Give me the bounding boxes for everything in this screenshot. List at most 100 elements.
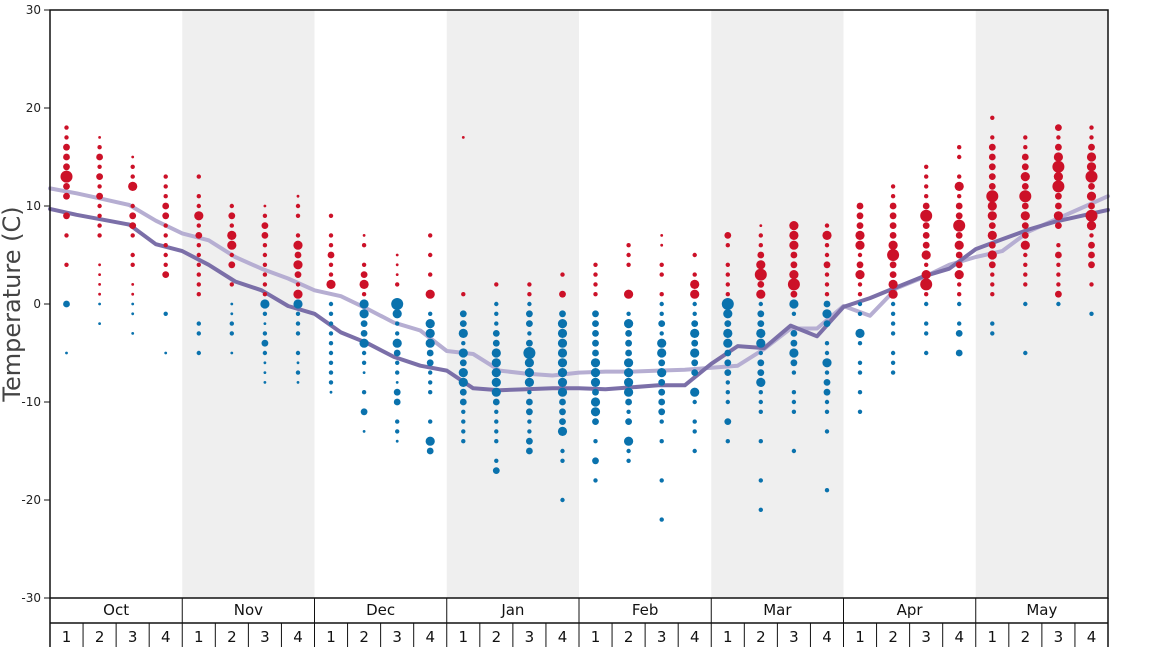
month-label: Apr: [897, 601, 924, 619]
temperature-dot: [557, 377, 568, 387]
temperature-dot: [824, 272, 830, 277]
temperature-dot: [856, 261, 864, 269]
temperature-dot: [1085, 170, 1098, 183]
temperature-dot: [163, 262, 168, 267]
temperature-dot: [955, 261, 963, 269]
temperature-dot: [626, 252, 631, 258]
temperature-dot: [130, 262, 135, 267]
temperature-dot: [557, 358, 568, 368]
temperature-dot: [326, 279, 336, 289]
temperature-dot: [459, 320, 467, 327]
temperature-dot: [262, 350, 268, 356]
temperature-dot: [459, 359, 467, 367]
temperature-dot: [824, 409, 830, 414]
temperature-dot: [754, 268, 767, 281]
temperature-dot: [692, 272, 697, 277]
temperature-dot: [857, 282, 863, 287]
temperature-dot: [757, 369, 765, 376]
temperature-dot: [955, 232, 963, 239]
temperature-dot: [492, 339, 500, 347]
y-axis-title: Temperature (C): [0, 206, 26, 402]
temperature-dot: [1088, 202, 1095, 210]
temperature-dot: [229, 252, 234, 258]
temperature-dot: [1086, 162, 1097, 172]
temperature-dot: [592, 339, 599, 347]
week-label: 2: [756, 628, 766, 646]
temperature-dot: [924, 350, 929, 356]
temperature-dot: [824, 370, 830, 375]
temperature-dot: [759, 224, 763, 228]
temperature-dot: [725, 282, 730, 287]
temperature-dot: [1085, 209, 1098, 222]
temperature-dot: [461, 136, 465, 139]
temperature-dot: [1088, 251, 1095, 259]
temperature-dot: [725, 380, 730, 385]
temperature-dot: [822, 230, 832, 240]
temperature-dot: [857, 409, 863, 414]
temperature-dot: [624, 387, 634, 397]
temperature-dot: [955, 251, 963, 259]
temperature-dot: [296, 194, 300, 198]
temperature-dot: [890, 350, 896, 356]
temperature-dot: [492, 398, 500, 406]
temperature-dot: [957, 301, 962, 307]
temperature-dot: [990, 135, 995, 140]
y-tick-label: -30: [21, 591, 41, 605]
temperature-dot: [1023, 301, 1028, 307]
temperature-dot: [1056, 282, 1061, 287]
month-band: [446, 10, 579, 598]
temperature-dot: [657, 348, 667, 358]
week-label: 2: [888, 628, 898, 646]
week-label: 3: [392, 628, 402, 646]
temperature-dot: [724, 349, 732, 357]
temperature-dot: [822, 309, 832, 319]
temperature-dot: [393, 388, 401, 396]
temperature-dot: [592, 418, 599, 425]
temperature-dot: [523, 347, 536, 359]
temperature-dot: [428, 380, 433, 385]
temperature-dot: [824, 292, 830, 297]
temperature-dot: [590, 368, 601, 378]
week-label: 4: [822, 628, 832, 646]
temperature-dot: [459, 398, 467, 406]
temperature-dot: [691, 369, 699, 376]
temperature-dot: [461, 409, 466, 414]
week-label: 4: [293, 628, 303, 646]
temperature-dot: [855, 240, 865, 250]
temperature-dot: [1089, 311, 1094, 316]
temperature-dot: [924, 262, 929, 267]
temperature-dot: [293, 260, 303, 270]
temperature-dot: [1086, 221, 1097, 231]
temperature-dot: [97, 213, 102, 218]
temperature-dot: [428, 252, 433, 258]
temperature-dot: [824, 429, 830, 434]
temperature-dot: [393, 398, 401, 406]
temperature-dot: [228, 261, 236, 269]
temperature-dot: [659, 272, 664, 277]
temperature-dot: [988, 163, 996, 171]
temperature-dot: [392, 338, 402, 348]
temperature-dot: [263, 204, 267, 208]
temperature-dot: [758, 390, 763, 395]
temperature-dot: [391, 298, 404, 310]
temperature-dot: [360, 408, 368, 416]
temperature-dot: [164, 351, 168, 355]
temperature-dot: [823, 261, 831, 269]
temperature-dot: [856, 212, 864, 220]
temperature-dot: [757, 251, 765, 259]
temperature-dot: [296, 381, 300, 384]
temperature-dot: [524, 358, 535, 368]
temperature-dot: [890, 184, 896, 189]
month-shading: [182, 10, 1108, 598]
y-tick-label: 0: [33, 297, 41, 311]
temperature-dot: [492, 330, 500, 337]
temperature-dot: [359, 309, 369, 319]
temperature-dot: [262, 282, 268, 287]
temperature-dot: [461, 419, 466, 424]
week-label: 1: [723, 628, 733, 646]
temperature-dot: [262, 311, 268, 316]
temperature-dot: [261, 339, 269, 347]
temperature-dot: [920, 209, 933, 222]
temperature-dot: [791, 311, 797, 316]
temperature-dot: [229, 331, 234, 336]
